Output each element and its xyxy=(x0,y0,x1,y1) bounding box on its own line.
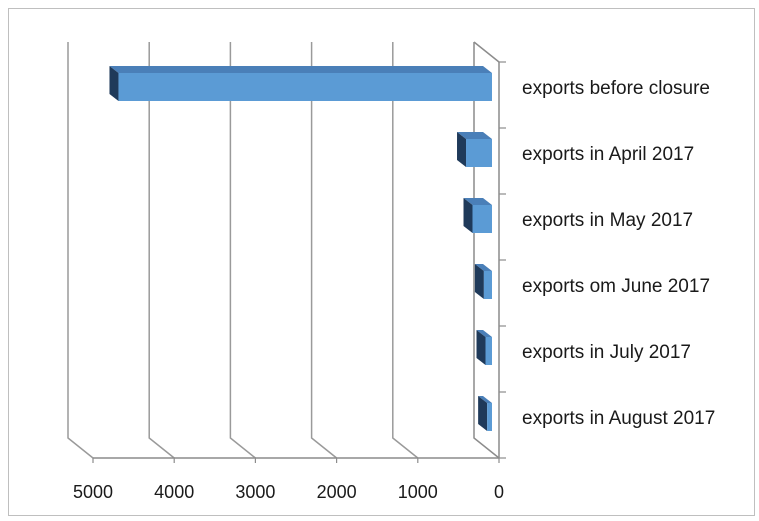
x-tick-labels: 5000 4000 3000 2000 1000 0 xyxy=(73,482,504,502)
gridline xyxy=(473,42,500,459)
x-tick-label: 1000 xyxy=(398,482,438,502)
bar-top-face xyxy=(478,396,492,403)
x-tick-label: 0 xyxy=(494,482,504,502)
bar-end-face xyxy=(463,198,473,233)
bar xyxy=(478,396,492,431)
x-tick-label: 3000 xyxy=(235,482,275,502)
category-label: exports in July 2017 xyxy=(522,342,691,363)
gridline xyxy=(392,42,419,459)
category-label: exports in August 2017 xyxy=(522,408,715,429)
gridline xyxy=(67,42,94,459)
bar-front-face xyxy=(487,403,492,431)
bar-top-face xyxy=(109,66,492,73)
bar-front-face xyxy=(466,139,492,167)
bar-end-face xyxy=(474,264,484,299)
x-tick-label: 4000 xyxy=(154,482,194,502)
bar-front-face xyxy=(483,271,492,299)
bar xyxy=(474,264,492,299)
bar-end-face xyxy=(478,396,488,431)
category-axis xyxy=(473,41,506,459)
bar-top-face xyxy=(474,264,492,271)
bar-top-face xyxy=(463,198,492,205)
bars xyxy=(109,66,492,431)
gridline xyxy=(148,42,175,459)
bar-end-face xyxy=(109,66,119,101)
x-tick-label: 5000 xyxy=(73,482,113,502)
bar-top-face xyxy=(476,330,492,337)
gridline xyxy=(310,42,338,459)
bar xyxy=(476,330,492,365)
category-label: exports in April 2017 xyxy=(522,144,694,165)
gridline xyxy=(229,42,256,459)
bar-front-face xyxy=(485,337,492,365)
gridlines xyxy=(67,42,500,463)
category-label: exports in May 2017 xyxy=(522,210,693,231)
category-label: exports before closure xyxy=(522,78,710,99)
bar-front-face xyxy=(118,73,492,101)
bar xyxy=(109,66,492,101)
bar xyxy=(463,198,492,233)
bar-end-face xyxy=(476,330,486,365)
bar-top-face xyxy=(457,132,492,139)
axis-top-edge xyxy=(473,41,500,63)
category-label: exports om June 2017 xyxy=(522,276,710,297)
category-labels: exports before closure exports in April 2… xyxy=(522,78,715,429)
bar xyxy=(457,132,492,167)
bar-front-face xyxy=(472,205,492,233)
x-tick-label: 2000 xyxy=(317,482,357,502)
bar-end-face xyxy=(457,132,467,167)
